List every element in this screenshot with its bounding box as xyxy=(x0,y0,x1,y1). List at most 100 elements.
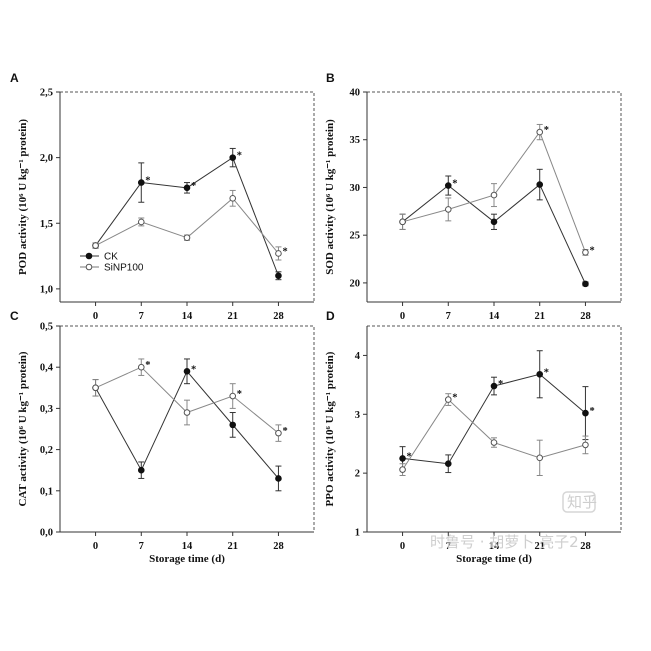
legend: CK SiNP100 xyxy=(80,252,144,274)
data-point xyxy=(137,218,145,226)
significance-star: * xyxy=(282,246,287,257)
significance-star: * xyxy=(191,364,196,375)
data-point xyxy=(92,384,99,392)
data-point xyxy=(490,191,498,199)
significance-star: * xyxy=(498,379,503,390)
y-tick-label: 0,0 xyxy=(40,528,53,539)
panel-letter: C xyxy=(10,309,19,323)
x-tick-label: 14 xyxy=(182,541,193,552)
data-point xyxy=(229,195,237,202)
series-line xyxy=(402,398,586,470)
y-axis-label: SOD activity (10⁶ U kg⁻¹ protein) xyxy=(324,119,336,275)
x-tick-label: 0 xyxy=(400,541,405,552)
significance-star: * xyxy=(282,426,287,437)
data-point xyxy=(229,154,237,161)
y-tick-label: 30 xyxy=(350,183,361,194)
significance-star: * xyxy=(589,406,594,417)
data-point xyxy=(444,396,452,403)
x-tick-label: 7 xyxy=(139,311,144,322)
series-sinp100: * * * xyxy=(92,358,288,442)
series-ck: * * * xyxy=(92,147,282,281)
y-tick-label: 20 xyxy=(350,278,361,289)
data-point xyxy=(490,439,498,446)
watermark: 时鲁号 · 胡萝卜 亮子2 知乎 xyxy=(430,491,597,551)
data-point xyxy=(536,181,544,188)
series-sinp100: ** xyxy=(399,123,595,256)
y-tick-label: 2 xyxy=(355,469,360,480)
watermark-badge-box xyxy=(562,491,596,513)
legend-ck-marker xyxy=(85,252,93,260)
panel-d: D 1 2 3 4 0 7 14 21 28 PPO activity (10⁶ U kg⁻¹ pr… xyxy=(324,309,622,565)
data-point xyxy=(137,363,145,371)
data-point xyxy=(275,272,282,280)
series-ck: * xyxy=(399,168,589,288)
data-point xyxy=(399,466,406,473)
data-point xyxy=(137,466,145,474)
legend-sinp-marker xyxy=(85,263,93,271)
data-point xyxy=(536,128,544,136)
significance-star: * xyxy=(452,179,457,190)
data-point xyxy=(582,280,589,288)
data-point xyxy=(275,429,282,437)
panel-b: B 20 25 30 35 40 0 7 14 21 28 SOD activity (10⁶ U k… xyxy=(324,71,622,322)
y-axis-label: PPO activity (10⁶ U kg⁻¹ protein) xyxy=(324,351,336,506)
data-point xyxy=(183,234,191,241)
data-point xyxy=(92,242,99,249)
data-point xyxy=(582,441,589,449)
data-point xyxy=(229,392,237,400)
data-point xyxy=(536,370,544,378)
data-point xyxy=(444,206,452,213)
panel-letter: B xyxy=(326,71,335,85)
series-line xyxy=(95,197,279,254)
significance-star: * xyxy=(407,451,412,462)
y-tick-label: 1 xyxy=(355,528,360,539)
data-point xyxy=(582,249,589,256)
series-sinp100: * xyxy=(92,189,288,261)
y-tick-label: 1,0 xyxy=(40,284,53,295)
x-tick-label: 28 xyxy=(580,311,591,322)
significance-star: * xyxy=(544,367,549,378)
y-tick-label: 0,5 xyxy=(40,322,53,333)
significance-star: * xyxy=(237,389,242,400)
y-tick-label: 1,5 xyxy=(40,219,53,230)
series-ck: * * * * xyxy=(399,350,595,474)
series-sinp100: * xyxy=(399,393,589,476)
significance-star: * xyxy=(145,360,150,371)
x-tick-label: 7 xyxy=(139,541,144,552)
x-tick-label: 21 xyxy=(534,541,545,552)
x-axis-label: Storage time (d) xyxy=(149,553,225,565)
watermark-text: 时鲁号 · 胡萝卜 亮子2 xyxy=(430,533,579,551)
y-tick-label: 2,0 xyxy=(40,153,53,164)
x-tick-label: 0 xyxy=(93,541,98,552)
significance-star: * xyxy=(145,176,150,187)
data-point xyxy=(183,368,191,375)
x-tick-label: 28 xyxy=(273,541,284,552)
data-point xyxy=(183,409,191,416)
y-axis-label: POD activity (10⁶ U kg⁻¹ protein) xyxy=(17,119,29,275)
y-tick-label: 0,2 xyxy=(40,445,53,456)
y-tick-label: 0,1 xyxy=(40,486,53,497)
significance-star: * xyxy=(191,181,196,192)
significance-star: * xyxy=(544,125,549,136)
watermark-badge: 知乎 xyxy=(567,493,597,511)
data-point xyxy=(536,454,544,462)
panel-c: C 0,0 0,1 0,2 0,3 0,4 0,5 0 7 14 21 28 CAT activity … xyxy=(10,309,315,565)
panel-letter: D xyxy=(326,309,335,323)
x-tick-label: 28 xyxy=(273,311,284,322)
data-point xyxy=(275,475,282,482)
x-tick-label: 0 xyxy=(93,311,98,322)
y-tick-label: 25 xyxy=(350,231,361,242)
x-tick-label: 7 xyxy=(446,311,451,322)
x-tick-label: 7 xyxy=(446,541,451,552)
x-tick-label: 0 xyxy=(400,311,405,322)
significance-star: * xyxy=(452,393,457,404)
data-point xyxy=(399,455,406,462)
data-point xyxy=(490,382,498,390)
y-tick-label: 35 xyxy=(350,135,361,146)
y-tick-label: 0,3 xyxy=(40,404,53,415)
x-tick-label: 21 xyxy=(534,311,545,322)
x-tick-label: 14 xyxy=(489,541,500,552)
x-tick-label: 21 xyxy=(227,541,238,552)
